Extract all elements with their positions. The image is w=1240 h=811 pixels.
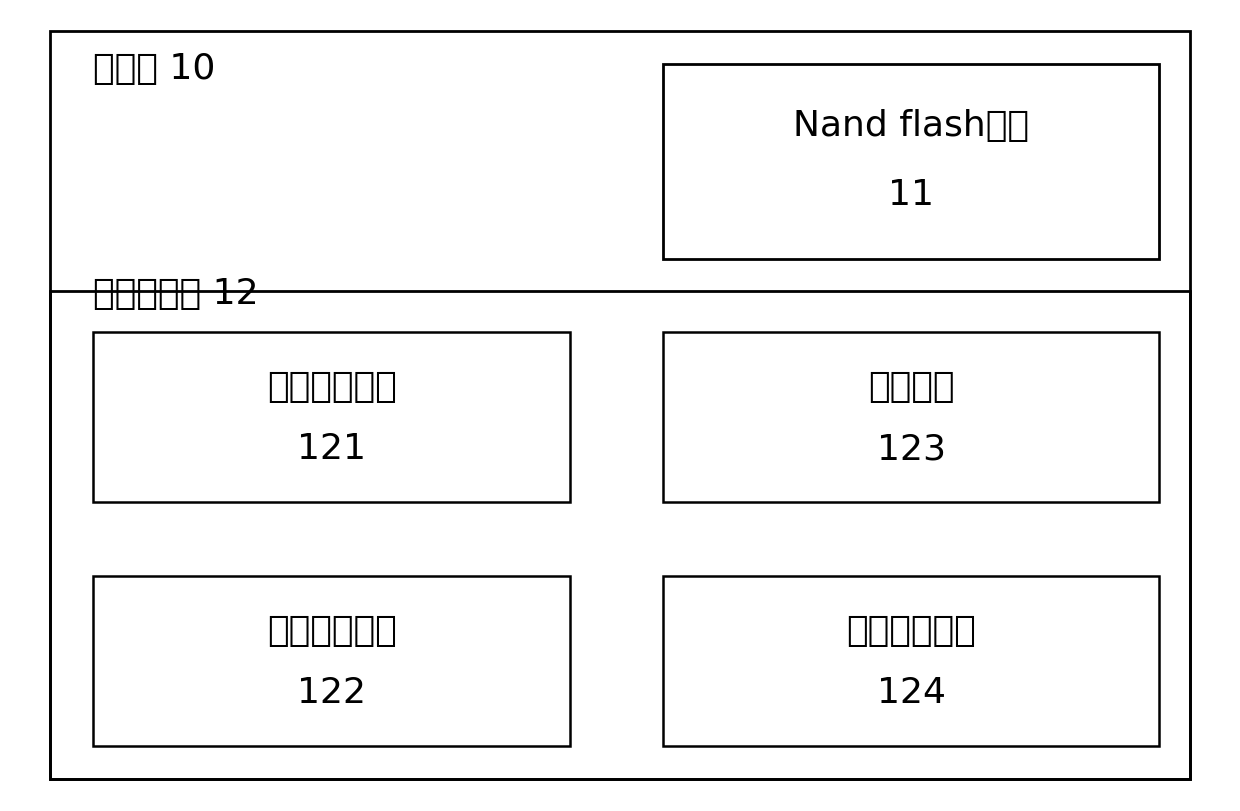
Text: 基础配置模块: 基础配置模块 xyxy=(267,370,397,404)
Text: 123: 123 xyxy=(877,431,946,466)
Text: 内部控制器 12: 内部控制器 12 xyxy=(93,277,259,311)
Text: Nand flash内核: Nand flash内核 xyxy=(794,109,1029,143)
Text: 122: 122 xyxy=(298,675,366,709)
Text: 基础加载模块: 基础加载模块 xyxy=(267,613,397,647)
Text: 11: 11 xyxy=(888,178,935,212)
Text: 产品固件模块: 产品固件模块 xyxy=(847,613,976,647)
Text: 低格模块: 低格模块 xyxy=(868,370,955,404)
Text: 封装体 10: 封装体 10 xyxy=(93,52,216,86)
Text: 121: 121 xyxy=(298,431,366,466)
Text: 124: 124 xyxy=(877,675,946,709)
